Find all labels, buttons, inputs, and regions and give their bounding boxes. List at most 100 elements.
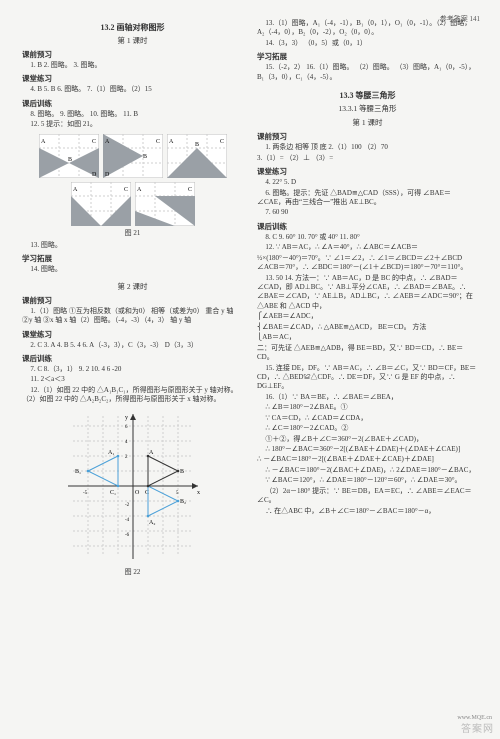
lesson-subtitle: 第 2 课时 [22, 281, 243, 292]
heading-class: 课堂练习 [22, 73, 243, 84]
text-line: 1. B 2. 图略。 3. 图略。 [22, 61, 243, 70]
svg-text:D: D [105, 172, 110, 178]
figure-21: AC BD AC BD AC B [22, 134, 243, 226]
text-line: ∴ ∠B＝180°－2∠BAE。① [257, 403, 478, 412]
text-line: 14. 图略。 [22, 265, 243, 274]
heading-after: 课后训练 [22, 353, 243, 364]
svg-text:C₁: C₁ [110, 490, 116, 496]
svg-text:C: C [188, 187, 192, 193]
watermark: 答案网 [461, 720, 494, 735]
svg-text:A: A [73, 187, 78, 193]
svg-text:C: C [124, 187, 128, 193]
svg-text:B: B [195, 142, 199, 148]
text-line: 1. 两条边 相等 顶 底 2.（1）100 （2）70 [257, 143, 478, 152]
svg-text:A: A [41, 139, 46, 145]
svg-text:A₁: A₁ [108, 450, 114, 456]
svg-text:-4: -4 [125, 518, 130, 523]
text-line: 16.（1）∵ BA＝BE，∴ ∠BAE＝∠BEA， [257, 393, 478, 402]
heading-preclass: 课前预习 [22, 49, 243, 60]
text-line: 11. 2＜a＜3 [22, 375, 243, 384]
text-line: 12.（1）如图 22 中的 △A₁B₁C₁，所得图形与原图形关于 y 轴对称。… [22, 386, 243, 405]
text-line: 1.（1）图略 ①互为相反数（或和为0） 相等（或差为0） 重合 y 轴 ②y … [22, 307, 243, 326]
text-line: ∴ 在△ABC 中，∠B＋∠C＝180°－∠BAC＝180°－α， [257, 507, 478, 516]
text-line: 8. C 9. 60° 10. 70° 或 40° 11. 80° [257, 233, 478, 242]
svg-text:B: B [68, 157, 72, 163]
page: 13.2 画轴对称图形 第 1 课时 课前预习 1. B 2. 图略。 3. 图… [0, 0, 500, 739]
text-line: 6. 图略。提示：先证 △BAD≌△CAD（SSS），可得 ∠BAE＝∠CAE，… [257, 189, 478, 208]
text-line: 7. C 8.（3，1） 9. 2 10. 4 6 -20 [22, 365, 243, 374]
fig21-panel: A C B D [39, 134, 99, 178]
text-line: 3.（1）= （2）⊥ （3）= [257, 154, 478, 163]
right-column: 13.（1）图略，A₁（-4，-1），B₁（0，1），O₁（0，-1）。（2）图… [257, 18, 478, 729]
lesson-subtitle: 第 1 课时 [257, 117, 478, 128]
svg-text:C: C [220, 139, 224, 145]
svg-text:C: C [92, 139, 96, 145]
text-line: 13. 图略。 [22, 241, 243, 250]
svg-text:C: C [156, 139, 160, 145]
fig21-panel: AC [71, 182, 131, 226]
text-line: （2）2α－180° 提示：∵ BE＝DB，EA＝EC，∴ ∠ABE＝∠EAC＝… [257, 487, 478, 506]
text-line: ∴ 180°－∠BAC＝360°－2[(∠BAE＋∠DAE)＋(∠DAE＋∠CA… [257, 445, 478, 454]
heading-preclass: 课前预习 [257, 131, 478, 142]
svg-text:A: A [105, 139, 110, 145]
svg-text:A: A [149, 450, 154, 456]
text-line: 2. C 3. A 4. B 5. 4 6. A（-3，3），C（3，-3） D… [22, 341, 243, 350]
text-line: 7. 60 90 [257, 208, 478, 217]
text-line: ⎧∠AEB＝∠ADC， [257, 312, 478, 321]
heading-after: 课后训练 [257, 221, 478, 232]
fig21-panel: AC B [167, 134, 227, 178]
text-line: 15. 连接 DE，DF。∵ AB＝AC，∴ ∠B＝∠C，又∵ BD＝CF，BE… [257, 364, 478, 392]
text-line: 12. 5 提示：如图 21。 [22, 120, 243, 129]
heading-after: 课后训练 [22, 98, 243, 109]
svg-text:D: D [92, 172, 97, 178]
text-line: ①＋②，得∠B＋∠C＝360°－2(∠BAE＋∠CAD)， [257, 435, 478, 444]
svg-text:A: A [169, 139, 174, 145]
svg-text:-6: -6 [125, 533, 130, 538]
svg-text:-2: -2 [125, 503, 130, 508]
svg-text:2: 2 [125, 455, 128, 460]
svg-text:5: 5 [176, 491, 179, 496]
svg-text:-5: -5 [83, 491, 88, 496]
text-line: 12. ∵ AB＝AC，∴ ∠A＝40°，∴ ∠ABC＝∠ACB＝ [257, 243, 478, 252]
heading-class: 课堂练习 [22, 329, 243, 340]
heading-class: 课堂练习 [257, 166, 478, 177]
figure-22: x y O ABC A₁B₁C₁ A₂B₂ 46 2 -2-4 -6 5-5 [22, 411, 243, 561]
svg-text:B: B [180, 469, 184, 475]
text-line: 15.（-2，2） 16.（1）图略。 （2）图略。 （3）图略，A₁（0，-5… [257, 63, 478, 82]
svg-text:y: y [125, 415, 128, 421]
text-line: 14.（3，3） （0，5）或（0，1） [257, 39, 478, 48]
section-title: 13.2 画轴对称图形 [22, 22, 243, 33]
svg-text:4: 4 [125, 440, 128, 445]
text-line: ⎨∠BAE＝∠CAD，∴ △ABE≌△ACD， BE＝CD。 方法 [257, 323, 478, 332]
text-line: 13. 50 14. 方法一：∵ AB＝AC，D 是 BC 的中点，∴ ∠BAD… [257, 274, 478, 312]
svg-text:A₂: A₂ [149, 520, 155, 526]
text-line: 4. B 5. B 6. 图略。 7.（1）图略。（2）15 [22, 85, 243, 94]
svg-text:B: B [143, 154, 147, 160]
heading-extend: 学习拓展 [22, 253, 243, 264]
left-column: 13.2 画轴对称图形 第 1 课时 课前预习 1. B 2. 图略。 3. 图… [22, 18, 243, 729]
svg-text:O: O [135, 490, 140, 496]
text-line: 8. 图略。 9. 图略。 10. 图略。 11. B [22, 110, 243, 119]
text-line: ⎩AB＝AC， [257, 333, 478, 342]
fig21-panel: A C B D [103, 134, 163, 178]
fig21-panel: AC [135, 182, 195, 226]
text-line: ∴ －∠BAC＝180°－2[(∠BAE＋∠DAE＋∠CAE)＋∠DAE] [257, 455, 478, 464]
figure-21-caption: 图 21 [22, 228, 243, 238]
text-line: ∴ ∠C＝180°－2∠CAD。② [257, 424, 478, 433]
text-line: ½×(180°－40°)＝70°。∵ ∠1＝∠2，∴ ∠1＝∠BCD＝∠2＋∠B… [257, 254, 478, 273]
section-title: 13.3 等腰三角形 [257, 90, 478, 101]
lesson-subtitle: 第 1 课时 [22, 35, 243, 46]
text-line: 4. 22° 5. D [257, 178, 478, 187]
heading-preclass: 课前预习 [22, 295, 243, 306]
svg-text:B₁: B₁ [75, 469, 81, 475]
svg-text:B₂: B₂ [180, 499, 186, 505]
text-line: ∵ CA＝CD，∴ ∠CAD＝∠CDA， [257, 414, 478, 423]
section-subtitle: 13.3.1 等腰三角形 [257, 103, 478, 114]
text-line: 二：可先证 △AEB≌△ADB，得 BE＝BD，又∵ BD＝CD，∴ BE＝CD… [257, 344, 478, 363]
text-line: ∴ －∠BAC＝180°－2(∠BAC＋∠DAE)，∴ 2∠DAE＝180°－∠… [257, 466, 478, 475]
svg-text:x: x [197, 490, 200, 496]
svg-text:6: 6 [125, 425, 128, 430]
page-number: 参考答案 141 [440, 14, 480, 24]
text-line: ∵ ∠BAC＝120°，∴ ∠DAE＝180°－120°＝60°，∴ ∠DAE＝… [257, 476, 478, 485]
figure-22-caption: 图 22 [22, 567, 243, 577]
